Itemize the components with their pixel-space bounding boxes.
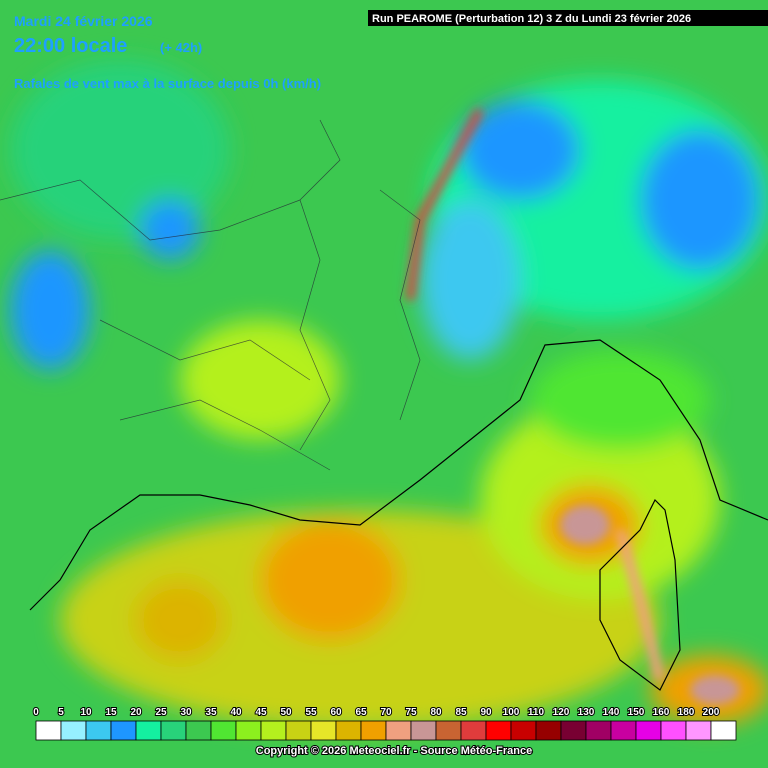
legend-swatch: [510, 720, 537, 741]
date: Mardi 24 février 2026: [14, 13, 153, 29]
coastlines: [29, 339, 768, 691]
legend-swatch: [35, 720, 62, 741]
legend-label: 100: [503, 707, 520, 718]
legend-swatch: [585, 720, 612, 741]
legend-label: 35: [205, 707, 217, 718]
legend-label: 200: [703, 707, 720, 718]
legend-label: 10: [80, 707, 92, 718]
run-banner: [368, 10, 768, 26]
legend-label: 65: [355, 707, 367, 718]
legend-label: 15: [105, 707, 117, 718]
legend-label: 80: [430, 707, 442, 718]
legend-swatch: [185, 720, 212, 741]
legend-swatch: [560, 720, 587, 741]
legend-swatch: [60, 720, 87, 741]
legend-label: 120: [553, 707, 570, 718]
legend-swatch: [135, 720, 162, 741]
legend-swatch: [435, 720, 462, 741]
legend-label: 45: [255, 707, 267, 718]
legend-swatch: [610, 720, 637, 741]
legend-swatch: [110, 720, 137, 741]
legend-swatch: [485, 720, 512, 741]
legend-swatch: [710, 720, 737, 741]
legend-swatch: [385, 720, 412, 741]
legend-label: 55: [305, 707, 317, 718]
legend-swatch: [85, 720, 112, 741]
parameter: Rafales de vent max à la surface depuis …: [14, 76, 321, 91]
legend-label: 90: [480, 707, 492, 718]
legend-swatch: [210, 720, 237, 741]
legend-label: 150: [628, 707, 645, 718]
legend-swatch: [660, 720, 687, 741]
legend-label: 20: [130, 707, 142, 718]
legend-label: 180: [678, 707, 695, 718]
copyright: Copyright © 2026 Meteociel.fr - Source M…: [256, 745, 532, 757]
legend-swatch: [235, 720, 262, 741]
legend-swatch: [410, 720, 437, 741]
legend-label: 60: [330, 707, 342, 718]
legend: 0 5 10 15 20 25 30 35 40 45 50 55 60 65 70 75 80 85 90 100 1…: [32, 706, 737, 741]
legend-label: 5: [58, 707, 64, 718]
legend-label: 40: [230, 707, 242, 718]
legend-label: 130: [578, 707, 595, 718]
legend-label: 25: [155, 707, 167, 718]
legend-swatch: [635, 720, 662, 741]
legend-swatch: [160, 720, 187, 741]
legend-label: 70: [380, 707, 392, 718]
legend-label: 160: [653, 707, 670, 718]
legend-label: 75: [405, 707, 417, 718]
legend-label: 110: [528, 707, 545, 718]
legend-swatch: [260, 720, 287, 741]
valid-time: 22:00 locale: [14, 35, 127, 57]
legend-label: 140: [603, 707, 620, 718]
lead-time: (+ 42h): [160, 40, 202, 55]
legend-label: 30: [180, 707, 192, 718]
legend-swatch: [310, 720, 337, 741]
legend-swatch: [685, 720, 712, 741]
run-info: Run PEAROME (Perturbation 12) 3 Z du Lun…: [372, 13, 691, 25]
legend-swatch: [285, 720, 312, 741]
borders: [0, 119, 421, 471]
legend-swatch: [335, 720, 362, 741]
legend-label: 0: [33, 707, 39, 718]
legend-swatch: [360, 720, 387, 741]
legend-swatch: [535, 720, 562, 741]
legend-swatch: [460, 720, 487, 741]
legend-label: 85: [455, 707, 467, 718]
legend-label: 50: [280, 707, 292, 718]
